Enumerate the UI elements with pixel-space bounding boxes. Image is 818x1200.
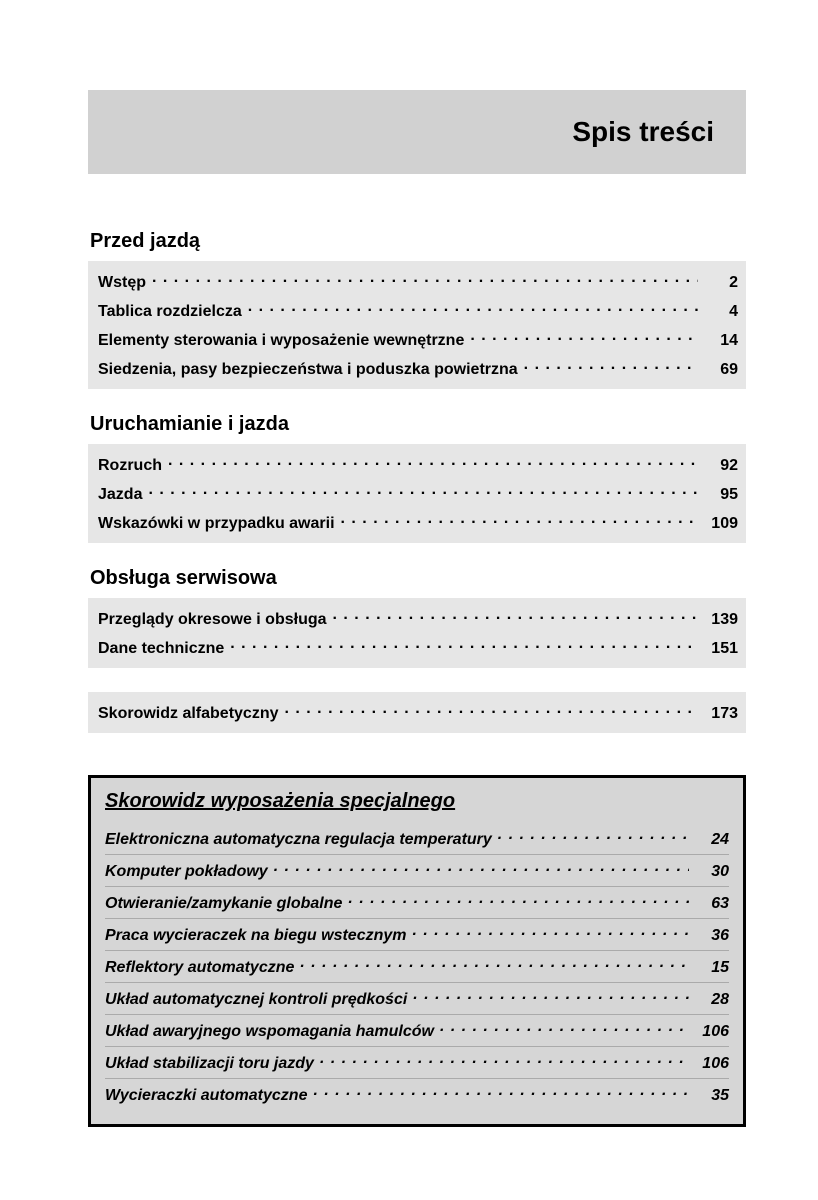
special-label: Otwieranie/zamykanie globalne [105,895,342,913]
toc-label: Wstęp [98,274,146,292]
toc-label: Siedzenia, pasy bezpieczeństwa i poduszk… [98,361,518,379]
toc-page: 173 [704,705,738,723]
special-dots [413,988,689,1004]
toc-label: Wskazówki w przypadku awarii [98,515,335,533]
special-row: Układ awaryjnego wspomagania hamulców 10… [105,1015,729,1047]
special-label: Reflektory automatyczne [105,959,294,977]
toc-label: Rozruch [98,457,162,475]
special-label: Układ automatycznej kontroli prędkości [105,991,407,1009]
title-banner: Spis treści [88,90,746,174]
special-dots [320,1052,689,1068]
toc-page: 95 [704,486,738,504]
toc-row: Tablica rozdzielcza 4 [98,296,738,325]
special-page: 36 [695,927,729,945]
toc-row: Wskazówki w przypadku awarii 109 [98,508,738,537]
special-label: Komputer pokładowy [105,863,268,881]
special-row: Otwieranie/zamykanie globalne 63 [105,887,729,919]
toc-section: Przeglądy okresowe i obsługa 139 Dane te… [88,598,746,668]
special-label: Wycieraczki automatyczne [105,1087,307,1105]
special-row: Elektroniczna automatyczna regulacja tem… [105,823,729,855]
toc-dots [524,358,698,374]
toc-dots [152,271,698,287]
toc-dots [470,329,698,345]
toc-page: 151 [704,640,738,658]
special-page: 106 [695,1055,729,1073]
toc-page: 2 [704,274,738,292]
toc-label: Tablica rozdzielcza [98,303,242,321]
special-label: Układ awaryjnego wspomagania hamulców [105,1023,434,1041]
section-heading: Obsługa serwisowa [88,567,746,590]
special-row: Praca wycieraczek na biegu wstecznym 36 [105,919,729,951]
toc-row: Elementy sterowania i wyposażenie wewnęt… [98,325,738,354]
toc-row: Przeglądy okresowe i obsługa 139 [98,604,738,633]
toc-label: Jazda [98,486,142,504]
toc-page: 109 [704,515,738,533]
page-title: Spis treści [572,116,714,148]
toc-page: 92 [704,457,738,475]
special-row: Wycieraczki automatyczne 35 [105,1079,729,1110]
special-dots [274,860,689,876]
toc-page: 14 [704,332,738,350]
special-dots [412,924,689,940]
toc-label: Przeglądy okresowe i obsługa [98,611,327,629]
special-dots [498,828,689,844]
special-label: Elektroniczna automatyczna regulacja tem… [105,831,492,849]
toc-dots [333,608,698,624]
toc-section: Wstęp 2 Tablica rozdzielcza 4 Elementy s… [88,261,746,389]
toc-row: Rozruch 92 [98,450,738,479]
special-row: Układ automatycznej kontroli prędkości 2… [105,983,729,1015]
special-heading: Skorowidz wyposażenia specjalnego [105,790,729,813]
toc-dots [148,483,698,499]
special-page: 15 [695,959,729,977]
special-dots [313,1084,689,1100]
special-dots [440,1020,689,1036]
toc-dots [341,512,698,528]
section-heading: Uruchamianie i jazda [88,413,746,436]
special-dots [348,892,689,908]
toc-dots [230,637,698,653]
toc-page: 139 [704,611,738,629]
toc-dots [168,454,698,470]
special-label: Układ stabilizacji toru jazdy [105,1055,314,1073]
special-page: 24 [695,831,729,849]
toc-index-block: Skorowidz alfabetyczny 173 [88,692,746,733]
special-row: Układ stabilizacji toru jazdy 106 [105,1047,729,1079]
toc-row: Skorowidz alfabetyczny 173 [98,698,738,727]
special-page: 30 [695,863,729,881]
toc-row: Wstęp 2 [98,267,738,296]
toc-label: Skorowidz alfabetyczny [98,705,279,723]
toc-page: 69 [704,361,738,379]
toc-row: Jazda 95 [98,479,738,508]
toc-label: Elementy sterowania i wyposażenie wewnęt… [98,332,464,350]
special-page: 106 [695,1023,729,1041]
toc-row: Dane techniczne 151 [98,633,738,662]
special-page: 63 [695,895,729,913]
special-dots [300,956,689,972]
special-page: 35 [695,1087,729,1105]
special-label: Praca wycieraczek na biegu wstecznym [105,927,406,945]
toc-page: 4 [704,303,738,321]
toc-label: Dane techniczne [98,640,224,658]
special-equipment-box: Skorowidz wyposażenia specjalnego Elektr… [88,775,746,1127]
toc-section: Rozruch 92 Jazda 95 Wskazówki w przypadk… [88,444,746,543]
toc-dots [285,702,699,718]
toc-dots [248,300,698,316]
section-heading: Przed jazdą [88,230,746,253]
page-container: Spis treści Przed jazdą Wstęp 2 Tablica … [0,0,818,1177]
toc-row: Siedzenia, pasy bezpieczeństwa i poduszk… [98,354,738,383]
special-row: Komputer pokładowy 30 [105,855,729,887]
special-page: 28 [695,991,729,1009]
special-row: Reflektory automatyczne 15 [105,951,729,983]
